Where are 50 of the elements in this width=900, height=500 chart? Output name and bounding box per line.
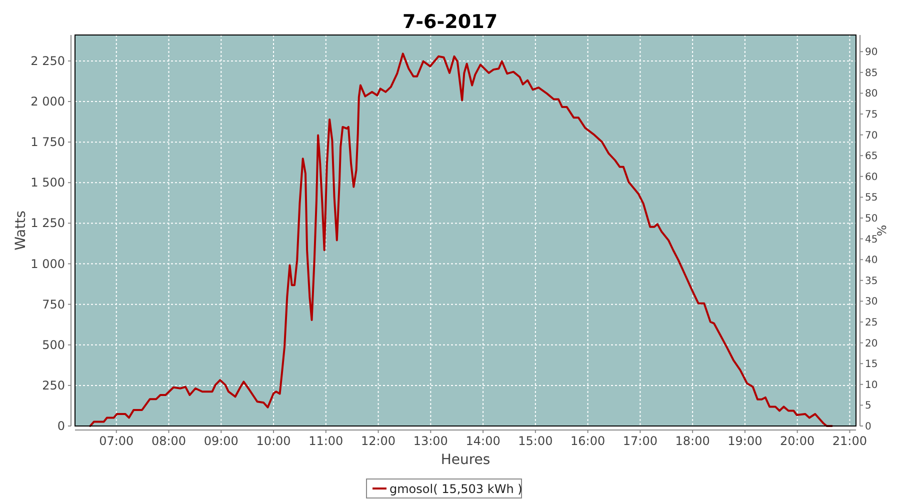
y-tick-label: 750 <box>42 297 65 312</box>
y-axis-title: Watts <box>13 210 29 250</box>
x-tick-label: 15:00 <box>518 434 553 448</box>
x-tick-label: 07:00 <box>99 434 134 448</box>
y2-tick-label: 70 <box>865 130 878 142</box>
y2-tick-label: 15 <box>865 359 878 370</box>
y2-tick-label: 55 <box>865 192 878 204</box>
y2-tick-label: 30 <box>865 296 878 308</box>
x-tick-label: 09:00 <box>204 434 238 448</box>
y2-tick-label: 0 <box>865 422 872 432</box>
y-tick-label: 1 000 <box>30 256 65 271</box>
y2-axis-title: % <box>875 224 889 236</box>
y-tick-label: 2 250 <box>30 54 65 68</box>
y-tick-label: 0 <box>57 419 65 433</box>
y2-tick-label: 5 <box>865 400 872 412</box>
y2-tick-label: 90 <box>865 47 878 58</box>
line-series <box>89 52 833 427</box>
y2-tick-label: 85 <box>865 68 878 79</box>
x-tick-label: 13:00 <box>413 434 448 448</box>
y2-tick-label: 40 <box>865 255 878 266</box>
x-axis-title: Heures <box>440 452 490 468</box>
legend-label: gmosol( 15,503 kWh ) <box>390 482 522 496</box>
x-tick-label: 08:00 <box>151 434 186 448</box>
y2-tick-label: 35 <box>865 276 878 287</box>
y2-tick-label: 50 <box>865 214 878 225</box>
x-tick-label: 10:00 <box>256 434 291 448</box>
x-tick-label: 20:00 <box>780 434 815 448</box>
y-tick-label: 250 <box>42 378 65 392</box>
y2-tick-label: 75 <box>865 110 878 121</box>
y-tick-label: 1 250 <box>30 216 65 230</box>
y-tick-label: 2 000 <box>30 94 65 109</box>
y2-tick-label: 20 <box>865 338 878 350</box>
x-tick-label: 19:00 <box>728 434 762 448</box>
x-tick-label: 17:00 <box>622 434 658 448</box>
y2-tick-label: 10 <box>865 380 878 391</box>
x-tick-label: 16:00 <box>570 434 606 448</box>
x-tick-label: 14:00 <box>466 434 500 448</box>
y2-tick-label: 45 <box>865 234 878 246</box>
y2-tick-label: 60 <box>865 172 878 183</box>
y2-tick-label: 65 <box>865 151 878 162</box>
y-tick-label: 1 750 <box>30 135 65 150</box>
x-tick-label: 11:00 <box>308 434 344 448</box>
x-tick-label: 12:00 <box>360 434 396 448</box>
y-tick-label: 500 <box>42 338 65 352</box>
x-tick-label: 21:00 <box>832 434 868 448</box>
y2-tick-label: 80 <box>865 88 878 100</box>
y-tick-label: 1 500 <box>30 176 65 190</box>
x-tick-label: 18:00 <box>675 434 710 448</box>
chart-title: 7-6-2017 <box>402 11 498 33</box>
y2-tick-label: 25 <box>865 318 878 329</box>
